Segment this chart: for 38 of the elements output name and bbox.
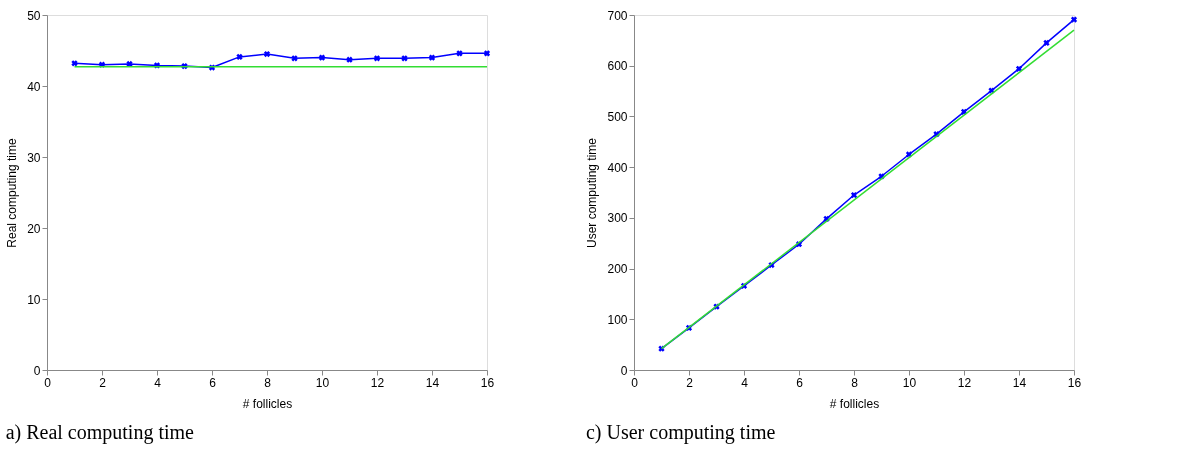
y-tick-label: 30 [27, 150, 41, 165]
x-tick-label: 8 [851, 375, 859, 390]
x-axis-title: # follicles [829, 396, 880, 411]
x-tick-label: 0 [631, 375, 639, 390]
x-tick-label: 14 [425, 375, 440, 390]
y-tick-label: 10 [27, 292, 41, 307]
text: c) User computing time [585, 421, 776, 444]
x-tick-label: 8 [264, 375, 272, 390]
y-tick-label: 0 [33, 363, 41, 378]
x-tick-label: 0 [44, 375, 52, 390]
y-tick-label: 500 [607, 109, 628, 124]
x-tick-label: 10 [315, 375, 330, 390]
x-tick-label: 10 [902, 375, 917, 390]
x-tick-label: 6 [209, 375, 217, 390]
x-tick-label: 14 [1012, 375, 1027, 390]
x-axis-title: # follicles [242, 396, 293, 411]
x-tick-label: 16 [1067, 375, 1082, 390]
y-axis-title: User computing time [585, 137, 600, 249]
x-tick-label: 4 [154, 375, 162, 390]
x-tick-label: 2 [686, 375, 694, 390]
y-tick-label: 40 [27, 79, 41, 94]
x-tick-label: 6 [796, 375, 804, 390]
y-tick-label: 200 [607, 262, 628, 277]
y-tick-label: 50 [27, 8, 41, 23]
x-tick-label: 4 [741, 375, 749, 390]
y-tick-label: 300 [607, 211, 628, 226]
y-tick-label: 20 [27, 221, 41, 236]
x-tick-label: 12 [957, 375, 972, 390]
y-tick-label: 400 [607, 160, 628, 175]
y-tick-label: 100 [607, 312, 628, 327]
y-tick-label: 600 [607, 59, 628, 74]
x-tick-label: 16 [480, 375, 495, 390]
x-tick-label: 2 [99, 375, 107, 390]
y-axis-title: Real computing time [5, 137, 20, 248]
x-tick-label: 12 [370, 375, 385, 390]
text: a) Real computing time [5, 421, 195, 444]
y-tick-label: 0 [620, 363, 628, 378]
y-tick-label: 700 [607, 8, 628, 23]
